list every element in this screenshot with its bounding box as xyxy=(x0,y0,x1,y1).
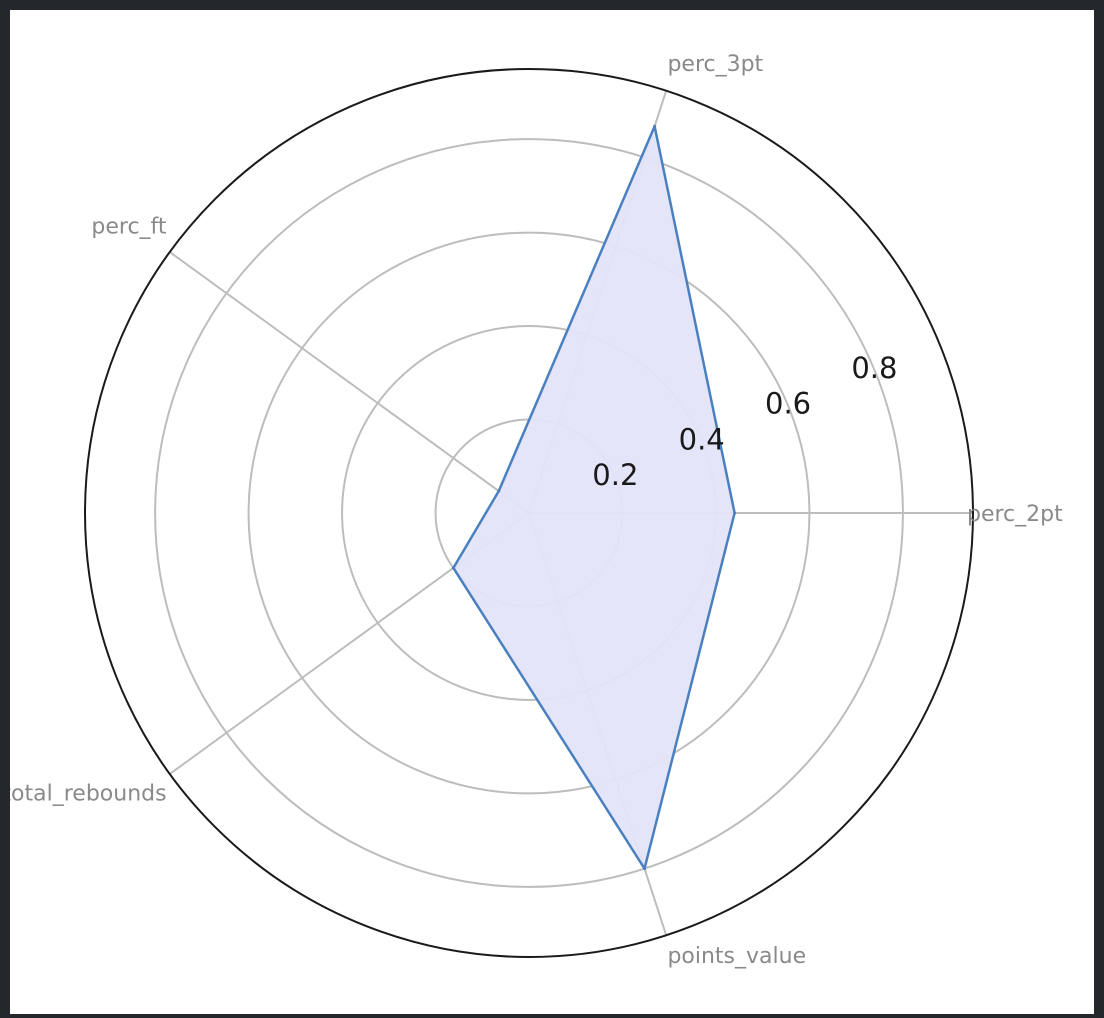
r-tick-label: 0.8 xyxy=(851,351,897,385)
radar-chart: 0.2 0.4 0.6 0.8 perc_2pt perc_3pt perc_fttota… xyxy=(10,52,1063,969)
axis-label-perc_ft: perc_ft xyxy=(91,215,167,240)
data-point-perc_3pt xyxy=(653,124,657,128)
series-fill xyxy=(453,126,735,869)
r-tick-label: 0.4 xyxy=(679,422,725,456)
data-point-perc_ft xyxy=(497,489,501,493)
axis-label-perc_2pt: perc_2pt xyxy=(967,502,1063,527)
series-line xyxy=(452,125,736,870)
series-layer xyxy=(451,124,737,871)
axis-label-perc_3pt: perc_3pt xyxy=(667,52,763,77)
r-tick-labels: 0.2 0.4 0.6 0.8 xyxy=(592,351,897,492)
data-point-points_value xyxy=(643,867,647,871)
data-point-perc_2pt xyxy=(733,511,737,515)
data-point-total_rebounds xyxy=(451,566,455,570)
outer-circle xyxy=(84,68,974,958)
spoke-perc_ft xyxy=(169,251,530,514)
axis-labels: perc_2pt perc_3pt perc_ft total_reboundspoi… xyxy=(10,52,1063,969)
r-tick-label: 0.2 xyxy=(592,458,638,492)
axis-label-points_value: points_value xyxy=(667,944,806,969)
r-tick-label: 0.6 xyxy=(765,387,811,421)
axis-label-total_rebounds: total_rebounds xyxy=(10,781,167,806)
